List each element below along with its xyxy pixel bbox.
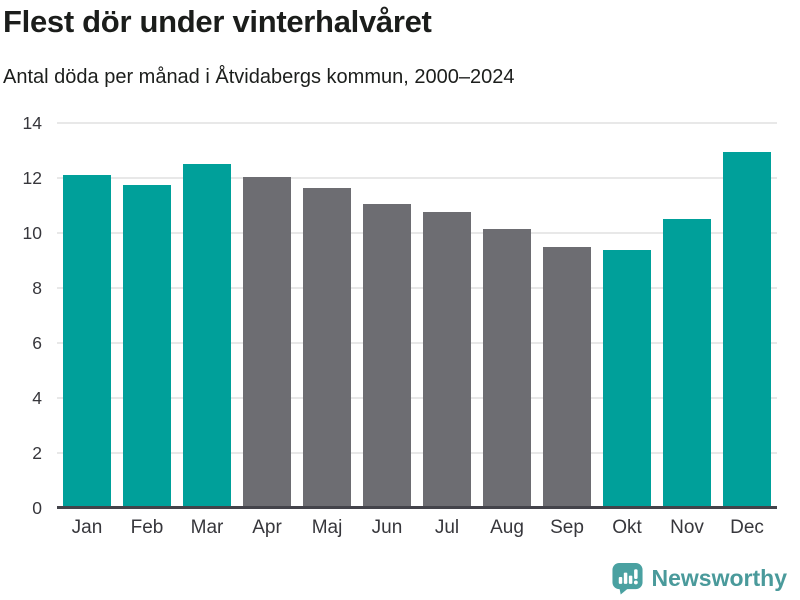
x-axis-tick-label: Maj	[311, 517, 343, 538]
y-axis: 0 2 4 6 8 10 12 14	[0, 113, 45, 518]
y-axis-tick-label: 2	[32, 443, 42, 464]
y-axis-tick-label: 8	[32, 278, 42, 299]
y-axis-tick-label: 0	[32, 498, 42, 518]
bar-dec	[723, 151, 771, 508]
gridline-10	[57, 232, 777, 234]
x-axis-tick-label: Jul	[434, 517, 460, 538]
y-axis-tick-label: 6	[32, 333, 42, 353]
bar-slot-sep	[537, 123, 597, 508]
bar-slot-jan	[57, 123, 117, 508]
y-axis-tick-label: 10	[22, 223, 42, 243]
bar-slot-feb	[117, 123, 177, 508]
x-axis-tick-label: Dec	[730, 517, 764, 538]
brand-name: Newsworthy	[651, 565, 787, 591]
bar-jan	[63, 175, 111, 508]
gridline-12	[57, 177, 777, 179]
bar-slot-nov	[657, 123, 717, 508]
chart-title: Flest dör under vinterhalvåret	[3, 4, 432, 39]
x-axis-tick-label: Apr	[252, 517, 282, 538]
gridline-4	[57, 397, 777, 400]
y-axis-tick-label: 12	[22, 168, 42, 188]
x-axis-tick-label: Nov	[670, 517, 704, 538]
x-axis-tick-label: Feb	[130, 517, 164, 538]
x-axis-line	[57, 506, 777, 509]
bar-slot-apr	[237, 123, 297, 508]
x-axis: Jan Feb Mar Apr Maj Jun Jul Aug Sep Okt Nov Dec	[57, 517, 777, 539]
gridline-2	[57, 452, 777, 455]
bar-feb	[123, 184, 171, 508]
x-axis-tick-label: Okt	[612, 517, 642, 538]
plot-area	[57, 122, 777, 509]
bar-okt	[603, 249, 651, 508]
bar-slot-okt	[597, 123, 657, 508]
y-axis-tick-label: 4	[32, 388, 42, 409]
x-axis-tick-label: Jan	[71, 517, 103, 538]
bar-slot-jun	[357, 123, 417, 508]
gridline-8	[57, 287, 777, 290]
bar-aug	[483, 228, 531, 508]
bar-slot-aug	[477, 123, 537, 508]
x-axis-tick-label: Mar	[190, 517, 224, 538]
bar-maj	[303, 187, 351, 508]
bar-slot-jul	[417, 123, 477, 508]
bar-sep	[543, 246, 591, 508]
bar-nov	[663, 219, 711, 508]
brand-logo: Newsworthy	[611, 562, 787, 595]
x-axis-tick-label: Aug	[490, 517, 524, 538]
bar-slot-maj	[297, 123, 357, 508]
bar-apr	[243, 176, 291, 508]
y-axis-tick-label: 14	[22, 113, 42, 133]
gridline-6	[57, 342, 777, 344]
bars-group	[57, 123, 777, 508]
bar-jun	[363, 204, 411, 508]
bar-jul	[423, 212, 471, 508]
x-axis-tick-label: Jun	[371, 517, 403, 538]
x-axis-tick-label: Sep	[550, 517, 584, 538]
bar-mar	[183, 164, 231, 508]
bar-slot-dec	[717, 123, 777, 508]
gridline-14	[57, 122, 777, 124]
newsworthy-logo-icon	[611, 562, 643, 595]
chart-subtitle: Antal döda per månad i Åtvidabergs kommu…	[3, 66, 515, 88]
bar-slot-mar	[177, 123, 237, 508]
